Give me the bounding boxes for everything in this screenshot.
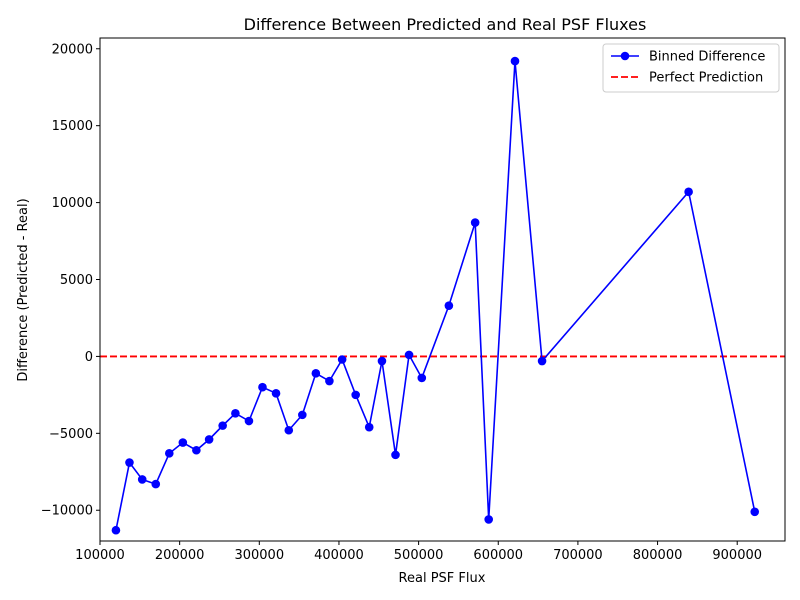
y-tick-label: 15000 [52,119,93,134]
y-tick-label: 10000 [52,196,93,211]
data-point [750,507,760,517]
legend-series-marker [620,51,630,61]
data-point [444,301,454,310]
chart-title: Difference Between Predicted and Real PS… [244,15,647,34]
x-tick-label: 800000 [633,548,683,563]
data-point [484,515,493,524]
data-point [470,218,480,227]
data-point [192,445,201,455]
data-point [404,350,414,360]
data-point [391,450,400,460]
data-point [178,438,188,447]
data-point [537,356,547,366]
data-point [298,410,307,420]
data-point [284,425,294,435]
data-point [151,479,161,489]
data-point [111,525,121,535]
y-tick-label: −10000 [41,504,93,519]
data-point [137,475,147,484]
data-point [311,369,321,378]
data-point [337,355,347,364]
plot-area [100,56,785,535]
legend-reference-label: Perfect Prediction [649,71,763,86]
x-tick-label: 100000 [75,548,125,563]
data-point [258,382,267,392]
y-tick-label: 5000 [60,273,93,288]
axes: 100000 200000 300000 400000 500000 600000 7000… [41,37,786,563]
x-tick-label: 300000 [234,548,284,563]
data-point [684,187,693,197]
data-point [351,390,360,400]
x-tick-label: 500000 [394,548,444,563]
data-point [125,458,134,467]
data-point [218,421,227,430]
x-tick-label: 600000 [473,548,523,563]
data-point [377,356,387,366]
data-point [364,422,374,432]
legend: Binned Difference Perfect Prediction [602,43,780,93]
y-axis-label: Difference (Predicted - Real) [16,198,31,381]
x-tick-label: 400000 [314,548,364,563]
x-axis-label: Real PSF Flux [399,571,486,586]
data-point [325,376,334,386]
data-point [231,409,240,418]
data-point [510,56,520,66]
y-tick-label: 20000 [52,42,93,57]
data-point [417,373,427,383]
y-tick-label: −5000 [49,427,93,442]
data-point [164,449,174,458]
x-tick-label: 200000 [155,548,205,563]
data-point [271,389,281,398]
legend-series-label: Binned Difference [649,50,765,65]
x-tick-label: 700000 [553,548,603,563]
y-tick-label: 0 [85,350,93,365]
data-point [204,435,214,444]
axes-frame [99,37,786,542]
series-line [115,60,756,531]
x-tick-label: 900000 [712,548,762,563]
legend-box [602,43,780,93]
data-point [244,416,254,426]
